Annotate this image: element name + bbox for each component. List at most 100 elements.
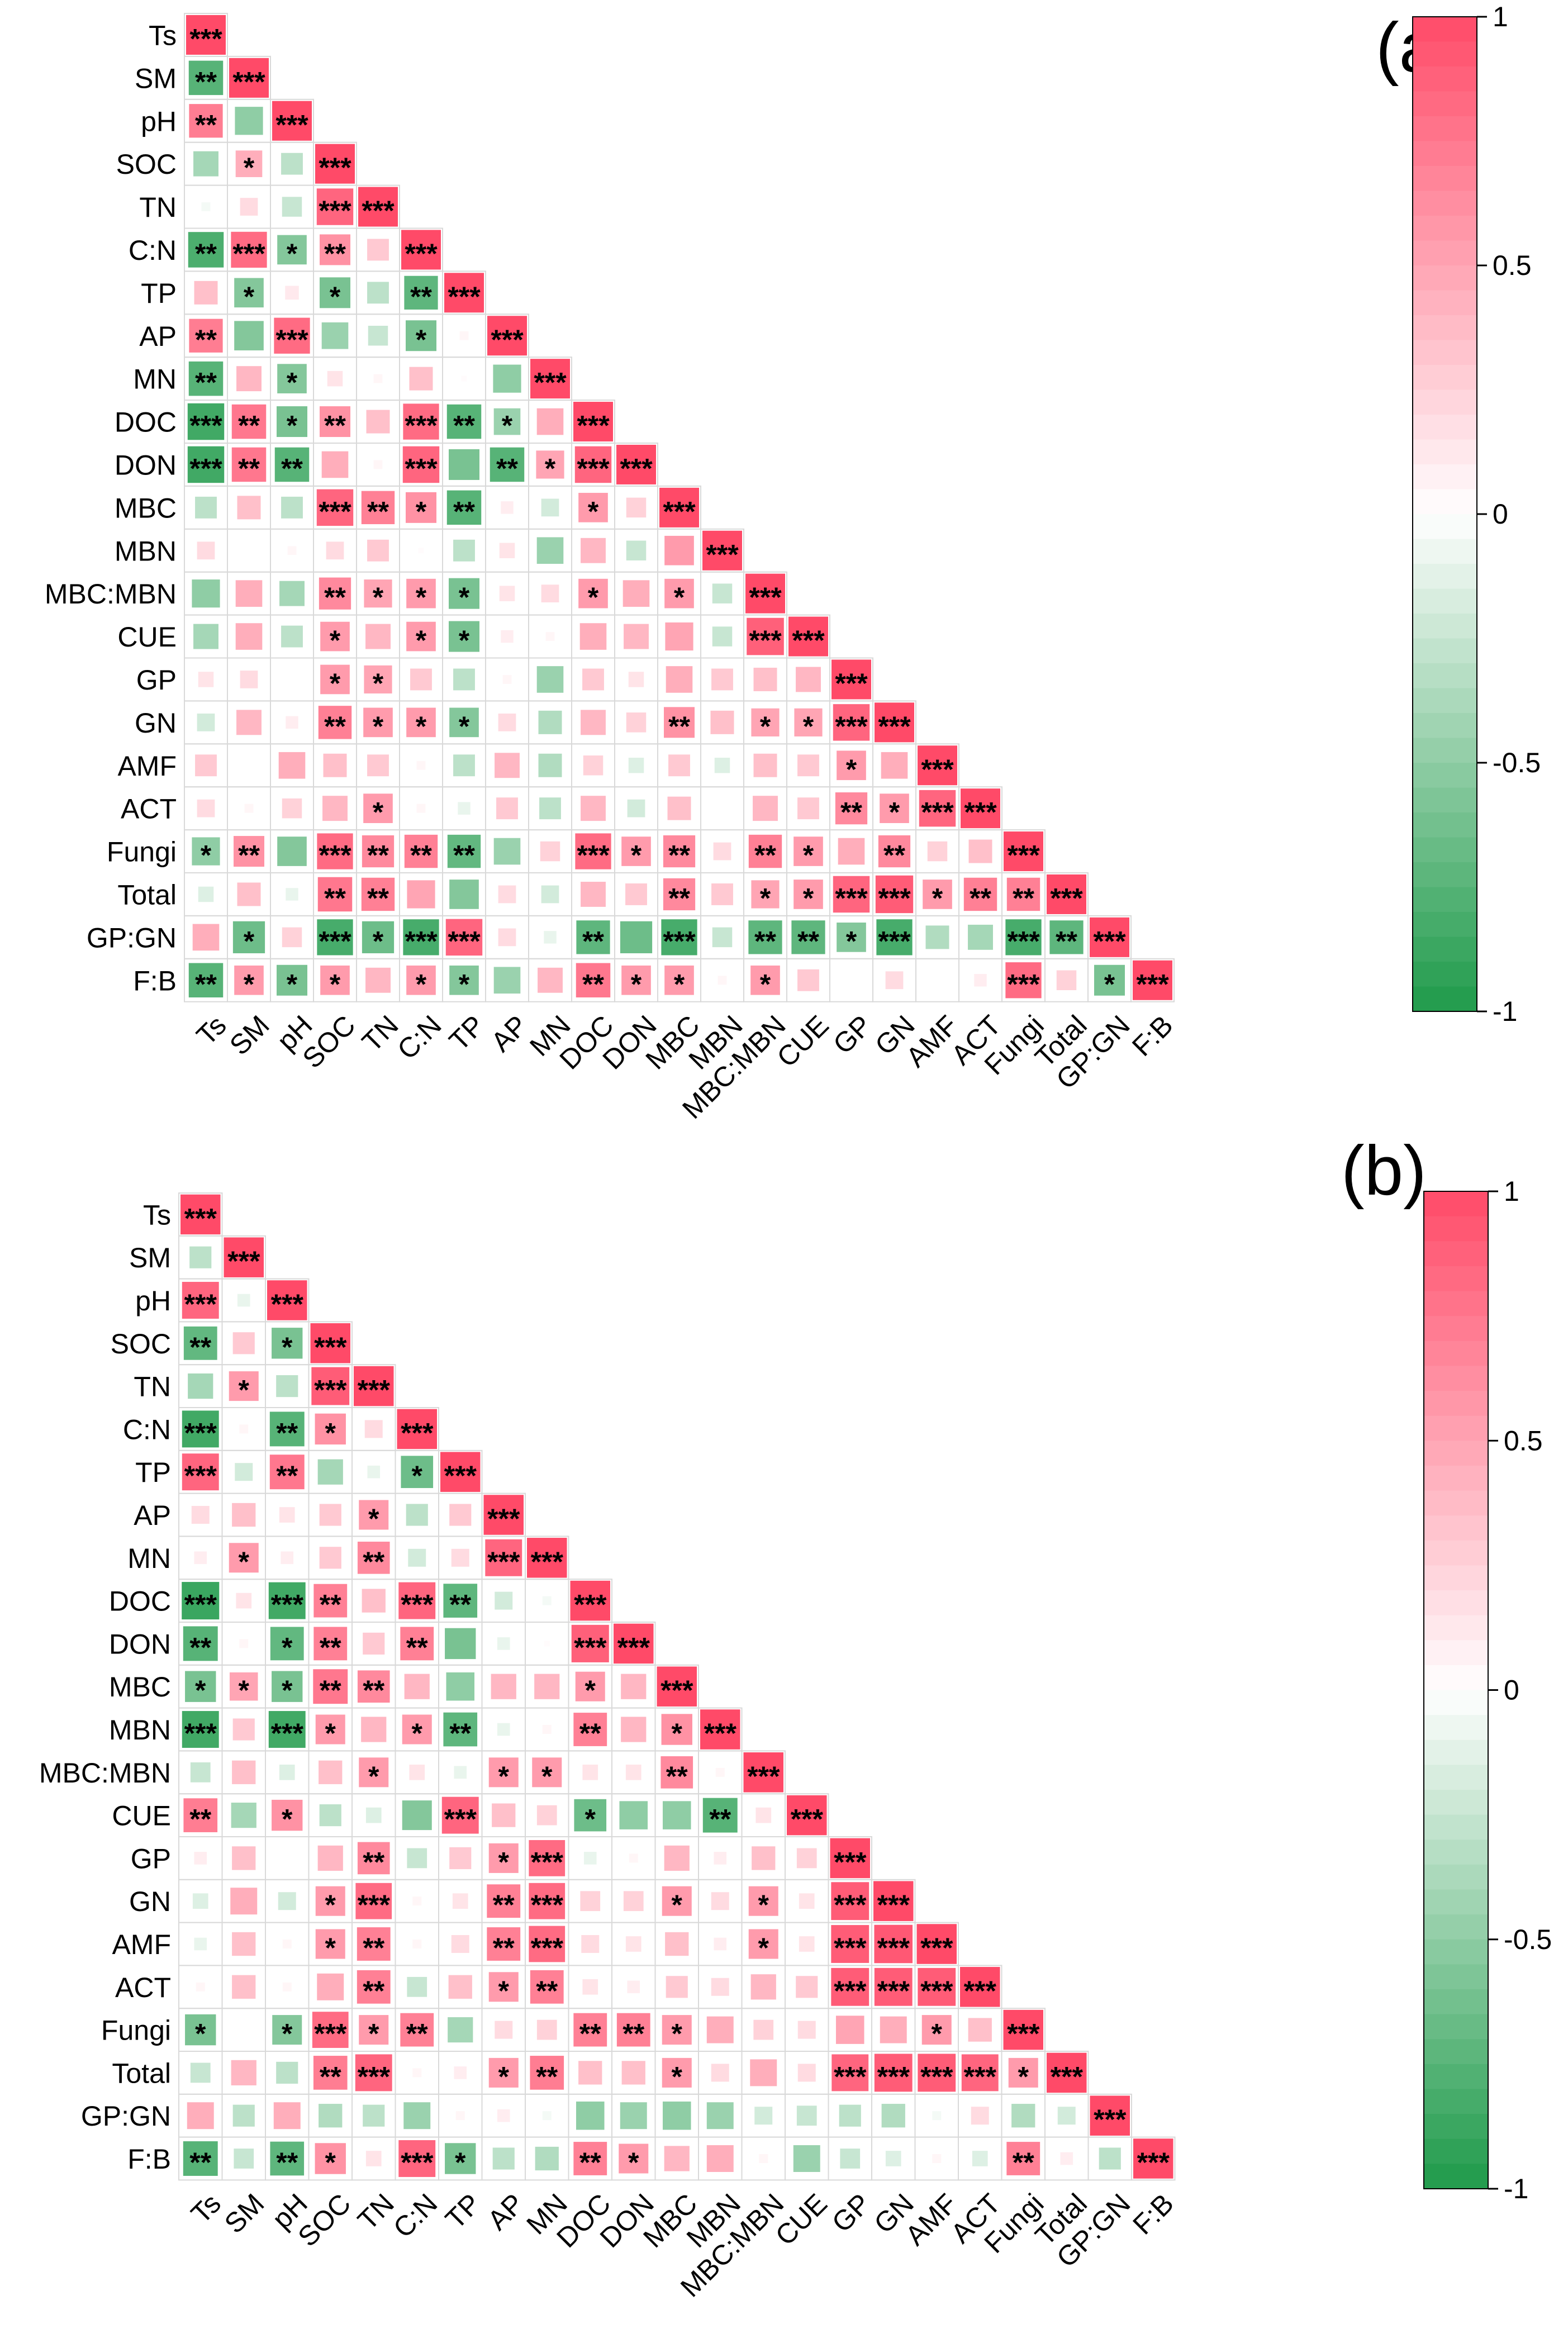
significance-stars: * — [932, 2018, 943, 2050]
corr-square-act-ph — [282, 798, 302, 819]
colorbar-segment — [1413, 986, 1477, 1012]
corr-square-cue-tp — [441, 1796, 479, 1834]
corr-square-doc-ap — [493, 408, 521, 435]
corr-square-gp-gn-fungi — [1005, 919, 1042, 956]
corr-square-f-b-cue — [797, 969, 819, 991]
corr-square-ap-ap — [483, 1495, 524, 1535]
corr-square-cue-cue — [787, 1795, 827, 1836]
significance-stars: *** — [401, 1589, 434, 1620]
corr-square-gn-mbn — [711, 1892, 729, 1910]
corr-square-mn-ph — [281, 1551, 294, 1565]
significance-stars: ** — [276, 2147, 298, 2178]
corr-square-fungi-ph — [277, 836, 307, 866]
corr-square-act-tn — [357, 1970, 391, 2004]
corr-square-mbn-sm — [232, 1718, 255, 1741]
significance-stars: *** — [314, 2018, 347, 2050]
corr-square-gn-gn — [875, 702, 914, 743]
corr-square-ts-ts — [180, 1194, 221, 1235]
significance-stars: ** — [195, 109, 217, 140]
significance-stars: *** — [319, 152, 351, 183]
colorbar-segment — [1413, 116, 1477, 142]
corr-square-mbc-mbn-mbc-mbn — [743, 1752, 783, 1793]
corr-square-mbn-mn — [536, 537, 564, 564]
significance-stars: ** — [195, 238, 217, 269]
significance-stars: * — [672, 2018, 683, 2050]
corr-square-total-doc — [581, 881, 606, 907]
significance-stars: ** — [189, 1332, 211, 1363]
significance-stars: *** — [184, 1289, 217, 1320]
corr-square-act-ap — [488, 1972, 519, 2002]
row-label-total: Total — [112, 2057, 171, 2089]
corr-square-tn-ph — [282, 197, 302, 217]
corr-square-gp-mbn — [711, 668, 733, 691]
corr-square-f-b-mbc-mbn — [750, 965, 780, 995]
corr-square-doc-ts — [187, 403, 225, 440]
corr-square-cue-c-n — [406, 621, 436, 652]
corr-square-gp-gn-soc — [319, 2104, 343, 2128]
corr-square-fungi-doc — [575, 833, 611, 869]
corr-square-gp-mn — [536, 666, 564, 693]
corr-square-amf-mbc — [665, 1932, 689, 1956]
significance-stars: * — [325, 2147, 336, 2178]
corr-square-gn-doc — [580, 1891, 601, 1912]
corr-square-mbc-mbn-ap — [488, 1757, 519, 1788]
corr-square-f-b-ph — [277, 964, 307, 996]
corr-square-f-b-sm — [234, 965, 264, 995]
colorbar-segment — [1424, 2064, 1488, 2090]
significance-stars: *** — [487, 1503, 520, 1534]
corr-square-doc-tp — [446, 404, 482, 439]
corr-square-gp-gn-gp — [837, 923, 866, 952]
corr-square-amf-amf — [918, 745, 957, 786]
colorbar-segment — [1413, 588, 1477, 614]
corr-square-mbc-tn — [361, 491, 395, 525]
colorbar-segment — [1424, 2138, 1488, 2164]
significance-stars: * — [287, 367, 298, 398]
col-label-ts: Ts — [185, 2188, 227, 2230]
corr-square-c-n-soc — [320, 234, 350, 265]
significance-stars: *** — [574, 1589, 607, 1620]
corr-square-ap-c-n — [406, 320, 436, 351]
row-label-amf: AMF — [112, 1929, 171, 1960]
corr-square-tn-sm — [229, 1371, 259, 1401]
significance-stars: *** — [620, 453, 653, 484]
significance-stars: *** — [878, 711, 911, 742]
significance-stars: * — [932, 882, 943, 914]
corr-square-ph-sm — [235, 107, 263, 135]
significance-stars: *** — [358, 1889, 391, 1921]
corr-square-don-ap — [490, 447, 525, 482]
corr-square-ph-ts — [189, 104, 223, 138]
corr-square-doc-soc — [313, 1584, 348, 1618]
corr-square-act-cue — [797, 797, 819, 820]
corr-square-f-b-doc — [573, 2142, 607, 2175]
corr-square-gn-gn — [873, 1881, 914, 1921]
significance-stars: * — [282, 1332, 293, 1363]
significance-stars: *** — [749, 582, 782, 613]
significance-stars: *** — [232, 66, 265, 97]
corr-square-tp-ph — [285, 286, 299, 300]
corr-square-mbc-ph — [272, 1671, 303, 1702]
corr-square-act-mbn — [720, 806, 724, 810]
corr-square-f-b-f-b — [1133, 960, 1172, 1000]
corr-square-gn-sm — [230, 1888, 258, 1915]
corr-square-don-doc — [574, 446, 612, 483]
corr-square-gp-gn-c-n — [403, 2102, 431, 2130]
colorbar-segment — [1424, 1914, 1488, 1940]
corr-square-soc-ph — [281, 153, 303, 175]
corr-square-ap-ts — [189, 319, 223, 353]
significance-stars: *** — [792, 625, 825, 656]
colorbar-segment — [1413, 862, 1477, 888]
significance-stars: *** — [401, 2147, 434, 2178]
corr-square-mbn-ts — [182, 1711, 219, 1748]
corr-square-act-soc — [322, 796, 348, 821]
significance-stars: ** — [797, 925, 819, 957]
corr-square-mn-ap — [493, 364, 521, 393]
corr-square-amf-don — [625, 1936, 642, 1952]
corr-square-tp-ts — [194, 281, 218, 305]
corr-square-fungi-mbc — [663, 835, 696, 868]
corr-square-soc-sm — [235, 150, 263, 177]
significance-stars: *** — [835, 711, 868, 742]
row-label-ph: pH — [141, 106, 177, 137]
corr-square-don-ts — [183, 1626, 218, 1661]
colorbar-segment — [1413, 713, 1477, 739]
corr-square-c-n-c-n — [401, 230, 441, 270]
